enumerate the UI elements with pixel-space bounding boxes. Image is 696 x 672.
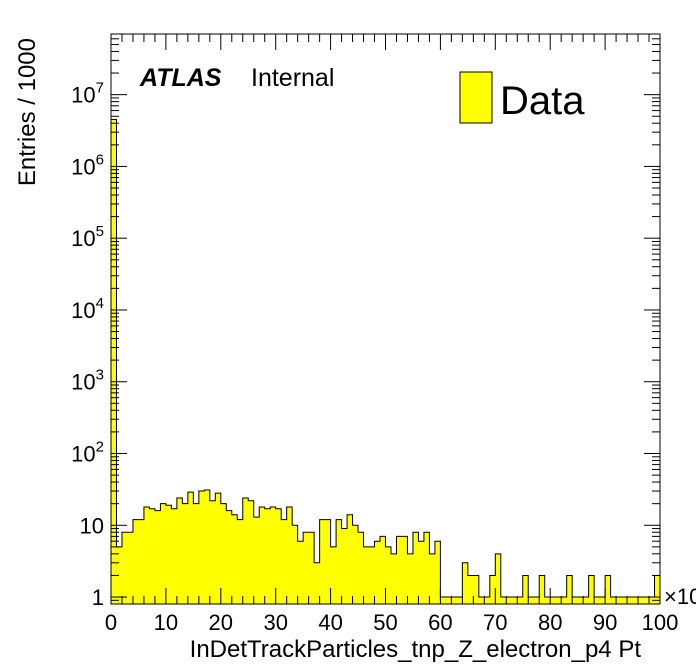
y-tick-label: 10 xyxy=(80,513,104,538)
x-tick-label: 50 xyxy=(373,610,397,635)
y-axis-title: Entries / 1000 xyxy=(14,38,41,186)
x-tick-label: 10 xyxy=(154,610,178,635)
x-tick-label: 60 xyxy=(428,610,452,635)
legend: Data xyxy=(459,71,585,124)
y-axis-tick-labels: 1 10 102 103 104 105 106 107 xyxy=(71,80,104,610)
x-tick-label: 80 xyxy=(538,610,562,635)
x-tick-label: 100 xyxy=(642,610,679,635)
y-tick-label: 105 xyxy=(71,223,104,251)
y-tick-label: 102 xyxy=(71,439,104,467)
y-tick-label: 104 xyxy=(71,295,104,323)
legend-swatch xyxy=(459,71,493,124)
x-axis-tick-labels: 0 10 20 30 40 50 60 70 80 90 100 xyxy=(105,610,678,635)
y-tick-label: 106 xyxy=(71,151,104,179)
y-tick-label: 1 xyxy=(92,585,104,610)
y-tick-label: 103 xyxy=(71,367,104,395)
histogram-outline xyxy=(111,119,660,598)
x-multiplier-label: ×10 xyxy=(664,584,696,609)
x-tick-label: 40 xyxy=(318,610,342,635)
x-tick-label: 0 xyxy=(105,610,117,635)
y-tick-label: 107 xyxy=(71,80,104,108)
legend-label: Data xyxy=(500,79,585,123)
plot-area xyxy=(111,119,660,604)
x-tick-label: 70 xyxy=(483,610,507,635)
histogram-fill xyxy=(111,119,660,604)
x-axis-title: InDetTrackParticles_tnp_Z_electron_p4 Pt xyxy=(190,636,642,663)
x-tick-label: 90 xyxy=(593,610,617,635)
y-axis-ticks xyxy=(111,33,660,605)
x-axis-ticks xyxy=(110,34,661,604)
x-tick-label: 20 xyxy=(209,610,233,635)
internal-label: Internal xyxy=(251,64,334,92)
atlas-label: ATLAS xyxy=(139,64,222,92)
x-tick-label: 30 xyxy=(263,610,287,635)
